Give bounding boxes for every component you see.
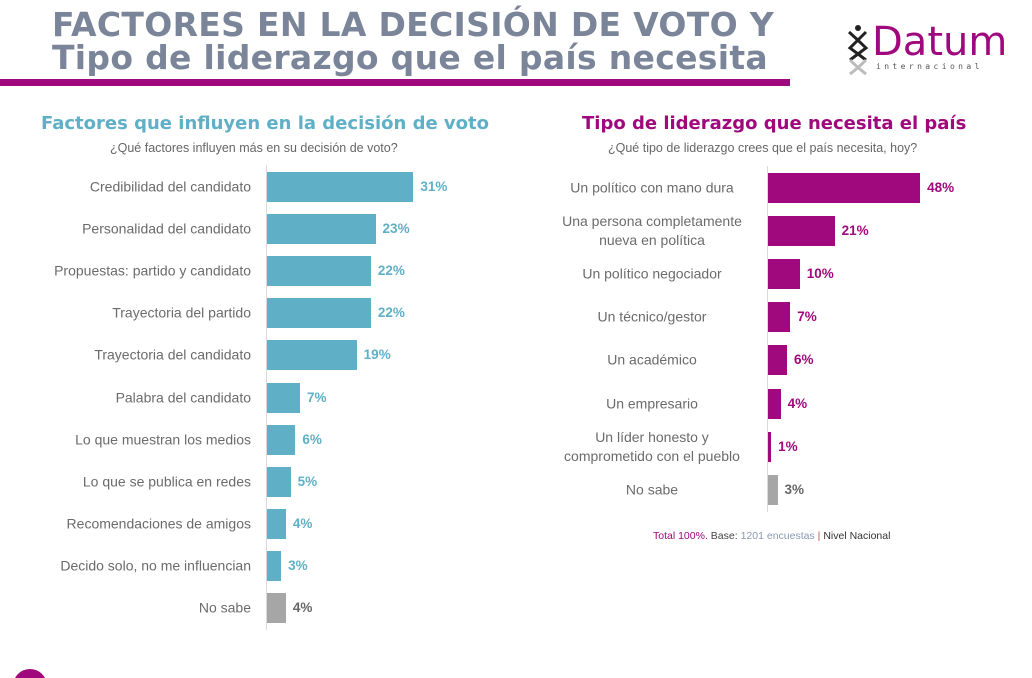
- category-label: Un político con mano dura: [552, 179, 752, 198]
- bar: [267, 508, 286, 539]
- footnote-separator: |: [817, 530, 821, 542]
- data-label: 21%: [841, 223, 869, 239]
- category-label-line: comprometido con el pueblo: [564, 447, 740, 464]
- title-line-2: Tipo de liderazgo que el país necesita: [52, 38, 768, 77]
- category-label-line: Un líder honesto y: [595, 428, 709, 445]
- title-underline: [0, 79, 790, 86]
- bar: [267, 256, 371, 287]
- category-label-line: Un empresario: [606, 395, 698, 411]
- bar: [267, 172, 414, 202]
- bar: [267, 340, 357, 371]
- data-label: 6%: [302, 431, 322, 447]
- left-chart-subtitle: ¿Qué factores influyen más en su decisió…: [110, 141, 398, 155]
- datum-logo: Datum internacional: [846, 20, 1016, 76]
- category-label: Personalidad del candidato: [82, 220, 251, 237]
- data-label: 3%: [288, 557, 308, 573]
- data-label: 23%: [382, 221, 410, 237]
- bar: [267, 424, 296, 455]
- page-title: FACTORES EN LA DECISIÓN DE VOTO Y Tipo d…: [52, 8, 774, 74]
- footnote: Total 100%. Base: 1201 encuestas | Nivel…: [653, 529, 890, 543]
- bar: [267, 593, 286, 623]
- category-label-line: Una persona completamente: [562, 213, 742, 230]
- data-label: 19%: [363, 347, 391, 363]
- chart-axis: [266, 165, 267, 630]
- title-line-1: FACTORES EN LA DECISIÓN DE VOTO Y: [52, 5, 774, 44]
- category-label: Recomendaciones de amigos: [66, 515, 251, 532]
- category-label-line: Un técnico/gestor: [597, 308, 707, 325]
- category-label: Una persona completamente nueva en políti…: [552, 212, 752, 250]
- right-chart-title: Tipo de liderazgo que necesita el país: [582, 113, 967, 134]
- bar: [267, 550, 282, 581]
- category-label: Lo que se publica en redes: [82, 473, 251, 490]
- category-label-line: Un político con mano dura: [570, 179, 734, 196]
- category-label: Lo que muestran los medios: [75, 431, 251, 448]
- chart-axis: [767, 166, 768, 512]
- bar: [267, 214, 376, 245]
- category-label: Trayectoria del candidato: [94, 346, 251, 363]
- data-label: 6%: [794, 352, 814, 368]
- dna-figure-icon: [847, 25, 869, 76]
- data-label: 4%: [292, 515, 313, 531]
- category-label: Un empresario: [552, 394, 752, 413]
- category-label: Un académico: [552, 351, 752, 370]
- category-label: Trayectoria del partido: [112, 304, 251, 321]
- bar: [768, 474, 778, 505]
- category-label: Decido solo, no me influencian: [60, 557, 251, 574]
- bar: [768, 216, 835, 247]
- bar: [768, 173, 921, 203]
- bar: [768, 431, 772, 462]
- category-label: Un líder honesto y comprometido con el pu…: [552, 428, 752, 466]
- category-label-line: Un político negociador: [582, 265, 722, 282]
- category-label-line: nueva en política: [599, 232, 705, 249]
- bar: [768, 388, 781, 419]
- data-label: 7%: [307, 389, 327, 405]
- category-label: Credibilidad del candidato: [89, 178, 251, 195]
- data-label: 5%: [297, 473, 318, 489]
- category-label-line: No sabe: [625, 481, 679, 498]
- category-label: Un político negociador: [552, 265, 752, 284]
- data-label: 22%: [377, 263, 405, 279]
- category-label-line: Un académico: [607, 351, 697, 368]
- footnote-total: Total 100%.: [653, 530, 708, 542]
- category-label: Palabra del candidato: [115, 389, 251, 405]
- data-label: 10%: [806, 266, 834, 282]
- footnote-scope: Nivel Nacional: [823, 530, 891, 542]
- data-label: 4%: [787, 395, 808, 411]
- footnote-base-label: Base:: [710, 530, 738, 542]
- footnote-base-value: 1201 encuestas: [740, 530, 815, 542]
- category-label: No sabe: [552, 480, 752, 499]
- data-label: 4%: [292, 600, 313, 615]
- data-label: 22%: [377, 305, 405, 321]
- logo-subtitle: internacional: [876, 62, 983, 71]
- bar: [768, 345, 788, 376]
- bar: [768, 302, 791, 333]
- decorative-circle: [13, 669, 47, 678]
- data-label: 1%: [778, 438, 798, 454]
- data-label: 48%: [927, 180, 955, 195]
- category-label: Propuestas: partido y candidato: [54, 262, 251, 279]
- category-label: Un técnico/gestor: [552, 308, 752, 327]
- data-label: 7%: [797, 309, 817, 325]
- category-label: No sabe: [198, 599, 251, 616]
- right-chart-subtitle: ¿Qué tipo de liderazgo crees que el país…: [608, 141, 918, 155]
- bar: [267, 298, 371, 329]
- logo-wordmark: Datum: [872, 19, 1008, 65]
- bar: [768, 259, 800, 290]
- bar: [267, 466, 291, 497]
- data-label: 3%: [784, 481, 805, 497]
- bar: [267, 382, 301, 413]
- data-label: 31%: [420, 179, 448, 194]
- left-chart-title: Factores que influyen en la decisión de …: [41, 113, 489, 134]
